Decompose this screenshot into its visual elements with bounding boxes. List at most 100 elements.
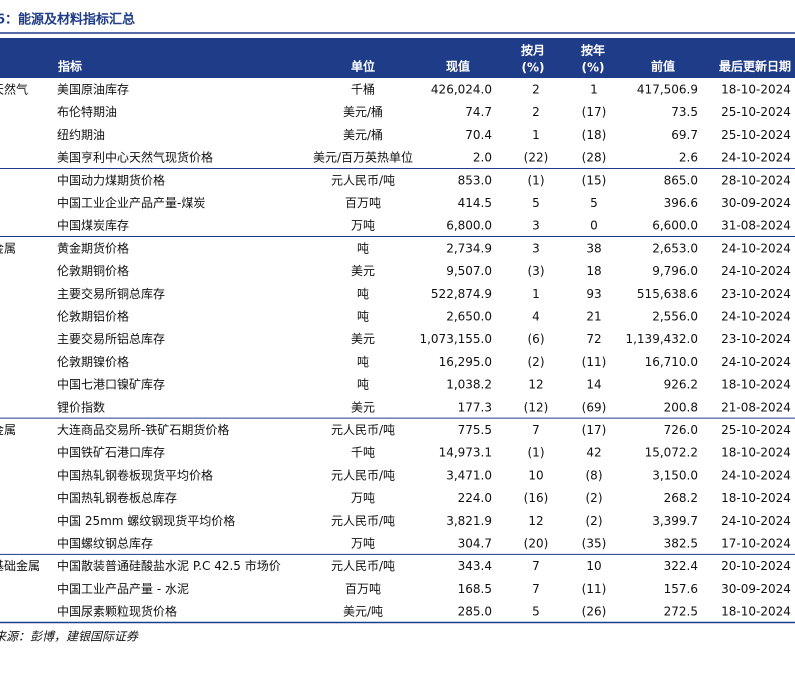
- group-category: 金属: [0, 422, 16, 437]
- table-cell: 24-10-2024: [721, 514, 791, 528]
- table-cell: 吨: [357, 241, 369, 255]
- table-cell: 15,072.2: [645, 446, 698, 460]
- table-cell: (18): [582, 128, 607, 142]
- table-cell: 百万吨: [345, 582, 381, 596]
- table-cell: 21: [586, 310, 601, 324]
- header-cell: 按年: [581, 43, 605, 58]
- table-cell: 1: [590, 83, 598, 97]
- table-cell: 5: [532, 196, 540, 210]
- table-cell: 12: [528, 378, 543, 392]
- table-cell: 69.7: [671, 128, 698, 142]
- table-cell: 24-10-2024: [721, 241, 791, 255]
- table-cell: 锂价指数: [57, 399, 105, 414]
- table-cell: 元人民币/吨: [331, 173, 395, 187]
- table-cell: 726.0: [664, 423, 698, 437]
- source-note: 来源：彭博，建银国际证券: [0, 629, 139, 643]
- table-cell: 16,295.0: [439, 355, 492, 369]
- table-cell: 元人民币/吨: [331, 514, 395, 528]
- table-cell: 28-10-2024: [721, 173, 791, 187]
- header-band: [0, 38, 795, 78]
- table-cell: 72: [586, 332, 601, 346]
- table-cell: 2.0: [473, 151, 492, 165]
- table-cell: 14: [586, 378, 601, 392]
- table-cell: 吨: [357, 378, 369, 392]
- table-cell: 万吨: [351, 219, 375, 233]
- table-cell: 16,710.0: [645, 355, 698, 369]
- header-cell: 现值: [446, 59, 470, 74]
- table-cell: (1): [528, 173, 545, 187]
- table-cell: 百万吨: [345, 196, 381, 210]
- table-cell: (17): [582, 423, 607, 437]
- table-cell: 中国工业企业产品产量-煤炭: [57, 195, 205, 210]
- table-cell: 865.0: [664, 173, 698, 187]
- table-cell: 1,139,432.0: [625, 332, 698, 346]
- table-cell: 304.7: [458, 537, 492, 551]
- table-cell: 中国七港口镍矿库存: [57, 377, 165, 392]
- table-cell: (1): [528, 446, 545, 460]
- table-cell: 2: [532, 105, 540, 119]
- header-cell: 按月: [521, 43, 545, 58]
- table-cell: 522,874.9: [431, 287, 492, 301]
- table-cell: 万吨: [351, 537, 375, 551]
- table-cell: 93: [586, 287, 601, 301]
- table-cell: 24-10-2024: [721, 151, 791, 165]
- table-cell: 吨: [357, 355, 369, 369]
- table-cell: 中国尿素颗粒现货价格: [57, 604, 177, 619]
- table-cell: 157.6: [664, 582, 698, 596]
- group-category: 天然气: [0, 82, 28, 97]
- table-cell: 177.3: [458, 400, 492, 414]
- table-cell: 黄金期货价格: [57, 240, 129, 255]
- header-cell: 最后更新日期: [719, 59, 791, 74]
- table-cell: 4: [532, 310, 540, 324]
- table-cell: 70.4: [465, 128, 492, 142]
- table-cell: (15): [582, 173, 607, 187]
- table-cell: 中国煤炭库存: [57, 218, 129, 233]
- table-cell: 396.6: [664, 196, 698, 210]
- table-cell: 14,973.1: [439, 446, 492, 460]
- table-cell: 268.2: [664, 491, 698, 505]
- table-cell: 7: [532, 423, 540, 437]
- table-cell: (2): [528, 355, 545, 369]
- table-cell: (3): [528, 264, 545, 278]
- table-cell: 414.5: [458, 196, 492, 210]
- table-cell: (28): [582, 151, 607, 165]
- table-cell: 38: [586, 241, 601, 255]
- table-cell: 纽约期油: [57, 127, 105, 142]
- table-cell: 7: [532, 582, 540, 596]
- table-cell: 10: [528, 468, 543, 482]
- table-cell: 6,800.0: [446, 219, 492, 233]
- table-cell: 24-10-2024: [721, 310, 791, 324]
- table-cell: 21-08-2024: [721, 400, 791, 414]
- table-cell: 6,600.0: [652, 219, 698, 233]
- table-cell: 272.5: [664, 605, 698, 619]
- table-cell: (16): [524, 491, 549, 505]
- table-cell: 23-10-2024: [721, 287, 791, 301]
- table-cell: 73.5: [671, 105, 698, 119]
- table-cell: 426,024.0: [431, 83, 492, 97]
- table-cell: 3,150.0: [652, 468, 698, 482]
- table-cell: 25-10-2024: [721, 128, 791, 142]
- table-cell: 中国螺纹钢总库存: [57, 536, 153, 551]
- table-cell: 9,796.0: [652, 264, 698, 278]
- table-cell: 3: [532, 219, 540, 233]
- table-cell: 5: [590, 196, 598, 210]
- table-cell: 2,653.0: [652, 241, 698, 255]
- table-cell: 775.5: [458, 423, 492, 437]
- table-cell: 3: [532, 241, 540, 255]
- table-cell: 7: [532, 559, 540, 573]
- table-cell: 伦敦期镍价格: [57, 354, 129, 369]
- header-cell: 单位: [351, 59, 375, 74]
- table-cell: 中国工业产品产量 - 水泥: [57, 581, 189, 596]
- table-cell: 0: [590, 219, 598, 233]
- header-cell: (%): [582, 61, 605, 75]
- table-cell: 24-10-2024: [721, 468, 791, 482]
- header-cell: (%): [522, 61, 545, 75]
- table-cell: 285.0: [458, 605, 492, 619]
- table-cell: (20): [524, 537, 549, 551]
- table-cell: 布伦特期油: [57, 104, 117, 119]
- table-cell: 2,556.0: [652, 310, 698, 324]
- table-cell: (11): [582, 355, 607, 369]
- table-cell: 中国热轧钢卷板总库存: [57, 490, 177, 505]
- table-cell: 元人民币/吨: [331, 468, 395, 482]
